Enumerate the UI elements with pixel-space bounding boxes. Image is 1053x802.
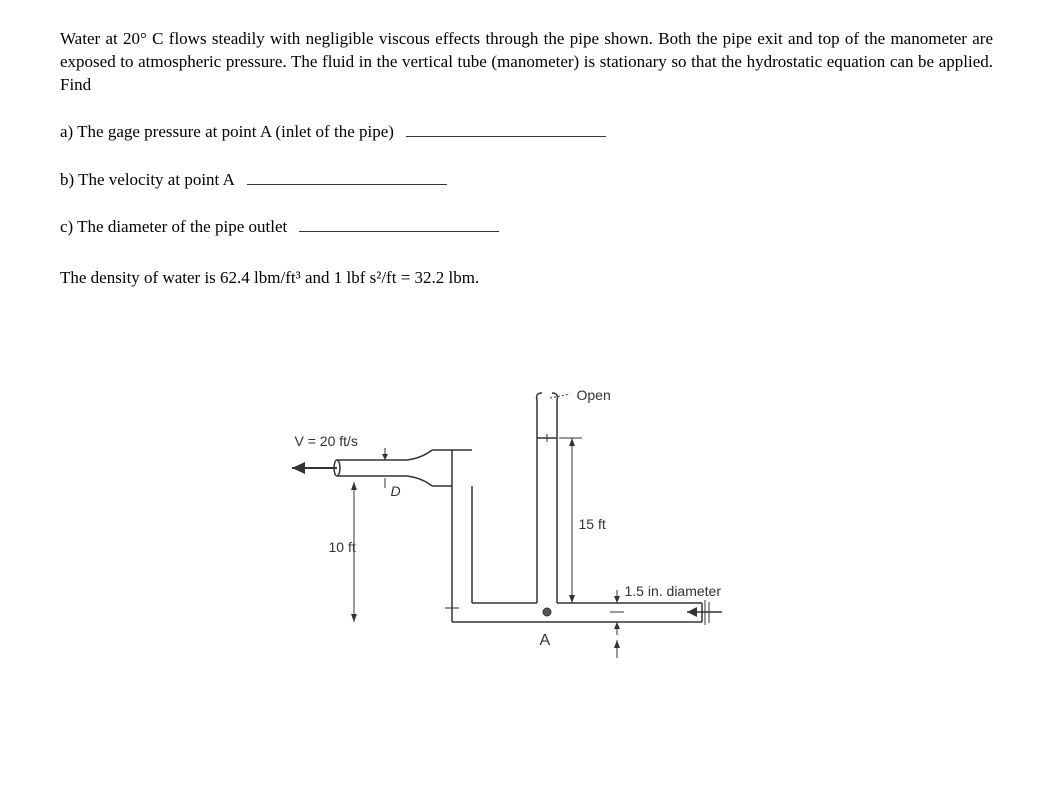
question-c: c) The diameter of the pipe outlet bbox=[60, 211, 993, 238]
question-c-text: c) The diameter of the pipe outlet bbox=[60, 216, 287, 239]
answer-blank-b bbox=[247, 164, 447, 184]
question-a: a) The gage pressure at point A (inlet o… bbox=[60, 117, 993, 144]
question-a-text: a) The gage pressure at point A (inlet o… bbox=[60, 121, 394, 144]
manometer-height-label: 15 ft bbox=[579, 515, 606, 534]
diagram-container: V = 20 ft/s D 10 ft Open 15 ft 1.5 in. d… bbox=[60, 390, 993, 670]
velocity-label: V = 20 ft/s bbox=[295, 432, 358, 451]
inlet-diameter-label: 1.5 in. diameter bbox=[625, 582, 722, 601]
outlet-diameter-label: D bbox=[391, 482, 401, 501]
question-b: b) The velocity at point A bbox=[60, 164, 993, 191]
height-outlet-label: 10 ft bbox=[329, 538, 356, 557]
open-label: Open bbox=[577, 386, 611, 405]
problem-intro: Water at 20° C flows steadily with negli… bbox=[60, 28, 993, 97]
question-b-text: b) The velocity at point A bbox=[60, 169, 235, 192]
pipe-diagram: V = 20 ft/s D 10 ft Open 15 ft 1.5 in. d… bbox=[277, 390, 777, 670]
point-a-label: A bbox=[540, 630, 551, 652]
answer-blank-a bbox=[406, 117, 606, 137]
answer-blank-c bbox=[299, 211, 499, 231]
density-info: The density of water is 62.4 lbm/ft³ and… bbox=[60, 267, 993, 290]
